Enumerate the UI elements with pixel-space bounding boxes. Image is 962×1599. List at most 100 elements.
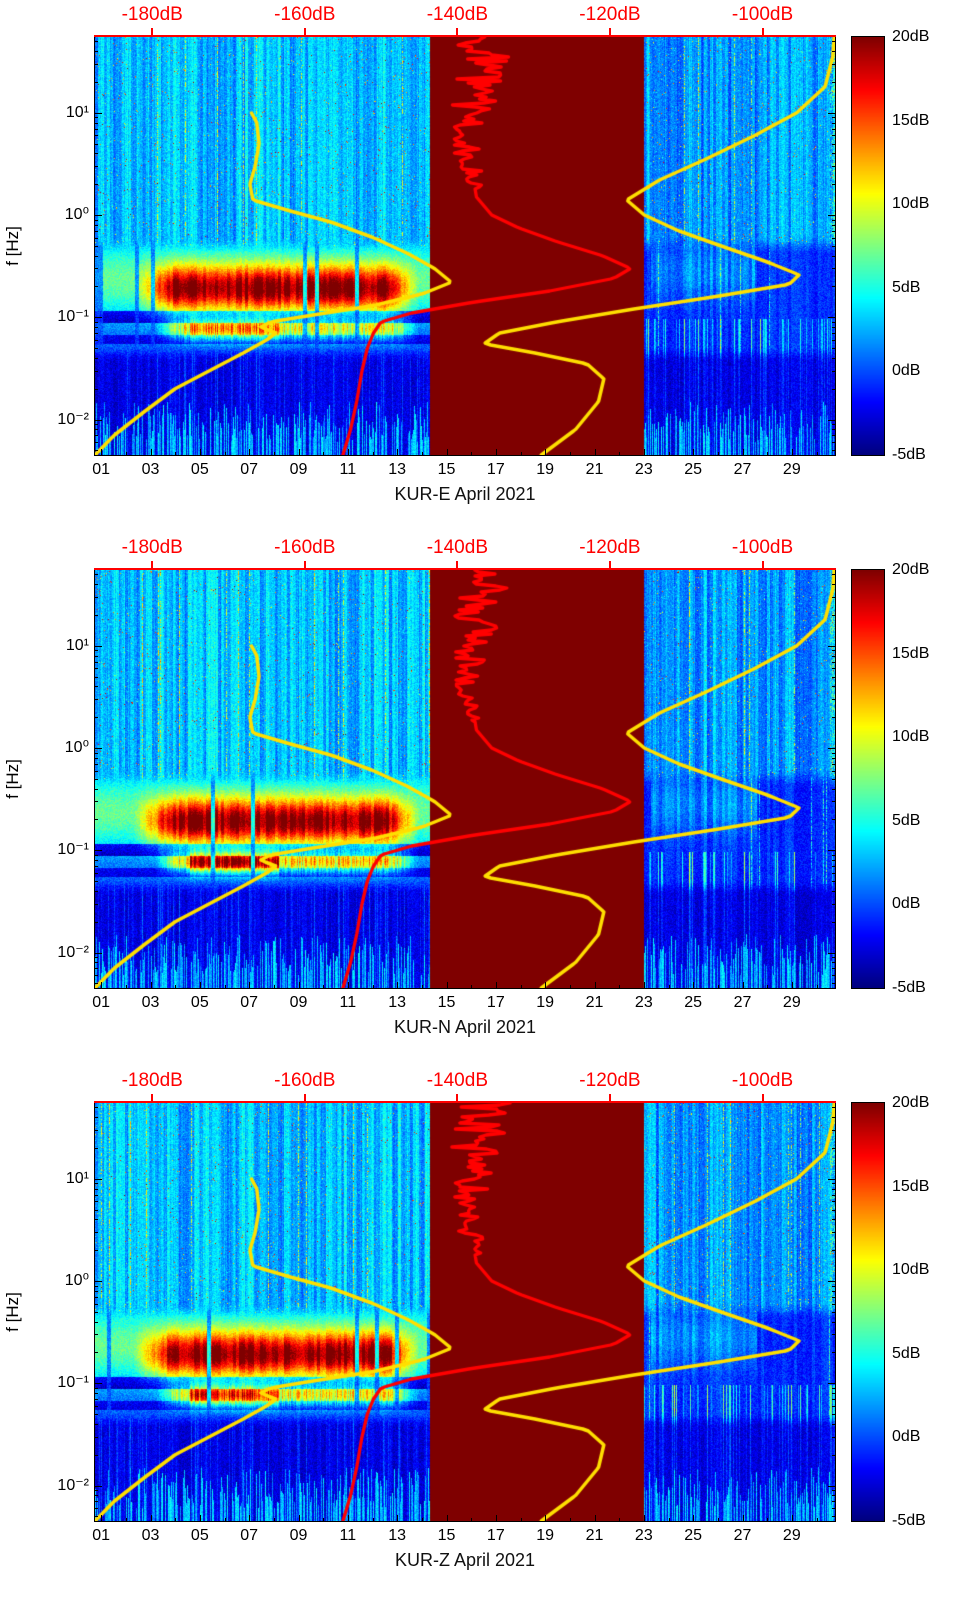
y-axis-minor-tick: [95, 881, 98, 883]
x-axis-tick: [791, 1515, 793, 1521]
top-axis-label: -160dB: [274, 1070, 336, 1091]
y-axis-minor-tick-right: [832, 854, 835, 856]
x-tick-label: 03: [141, 461, 160, 478]
x-axis-tick: [372, 452, 374, 455]
x-axis-tick: [495, 449, 497, 455]
y-axis-minor-tick: [95, 122, 98, 124]
x-axis-tick: [175, 985, 177, 988]
top-axis-tick: [303, 561, 306, 568]
panel-title: KUR-N April 2021: [393, 1017, 537, 1037]
panel-title: KUR-Z April 2021: [394, 1550, 536, 1570]
y-axis-minor-tick: [95, 135, 98, 137]
top-axis-label: -120dB: [579, 537, 641, 558]
y-axis-minor-tick: [95, 661, 98, 663]
top-axis-tick: [761, 1094, 764, 1101]
y-axis-minor-tick: [95, 903, 98, 905]
y-tick-label: 10¹: [65, 103, 89, 121]
x-axis-tick: [816, 985, 818, 988]
y-axis-minor-tick: [95, 866, 98, 868]
y-axis-minor-tick: [95, 327, 98, 329]
y-axis-minor-tick-right: [832, 1508, 835, 1510]
y-axis-minor-tick-right: [832, 890, 835, 892]
x-axis-tick: [619, 1518, 621, 1521]
y-axis-tick: [95, 952, 102, 954]
y-axis-minor-tick: [95, 921, 98, 923]
x-axis-tick: [224, 985, 226, 988]
y-axis-tick: [95, 1280, 102, 1282]
y-axis-tick-right: [828, 317, 835, 319]
x-axis-tick: [323, 985, 325, 988]
y-axis-minor-tick: [95, 333, 98, 335]
x-axis-tick: [446, 1515, 448, 1521]
x-axis-tick: [569, 452, 571, 455]
y-axis-minor-tick-right: [832, 348, 835, 350]
panel-kur-e: -180dB -160dB -140dB -120dB -100dB 01 03 05 07 09…: [0, 0, 962, 533]
spectrogram-canvas-kur-z: [95, 1103, 835, 1521]
x-tick-label: 13: [388, 461, 407, 478]
y-axis-minor-tick-right: [832, 1436, 835, 1438]
y-axis-minor-tick-right: [832, 388, 835, 390]
y-axis-minor-tick-right: [832, 763, 835, 765]
y-axis-minor-tick: [95, 1117, 98, 1119]
x-axis-tick: [298, 1515, 300, 1521]
y-tick-label: 10⁻²: [57, 410, 89, 428]
y-axis-tick: [95, 1485, 102, 1487]
colorbar: [852, 37, 884, 455]
y-axis-minor-tick-right: [832, 1454, 835, 1456]
y-axis-minor-tick: [95, 339, 98, 341]
y-axis-minor-tick-right: [832, 1321, 835, 1323]
y-axis-minor-tick: [95, 1495, 98, 1497]
y-axis-minor-tick: [95, 245, 98, 247]
y-axis-minor-tick: [95, 370, 98, 372]
y-axis-minor-tick-right: [832, 245, 835, 247]
colorbar-tick-label: -5dB: [892, 446, 926, 463]
x-tick-label: 25: [684, 461, 703, 478]
y-axis-minor-tick-right: [832, 686, 835, 688]
top-axis-tick: [151, 561, 154, 568]
y-tick-label: 10¹: [65, 1169, 89, 1187]
top-axis-label: -120dB: [579, 4, 641, 25]
y-axis-minor-tick-right: [832, 655, 835, 657]
top-axis-label: -100dB: [731, 4, 794, 25]
x-tick-label: 13: [388, 1527, 407, 1544]
y-axis-minor-tick-right: [832, 788, 835, 790]
x-axis-tick: [199, 982, 201, 988]
y-axis-minor-tick: [95, 1129, 98, 1131]
y-axis-minor-tick-right: [832, 1129, 835, 1131]
y-axis-minor-tick-right: [832, 1107, 835, 1109]
top-axis-tick: [608, 1094, 611, 1101]
colorbar-tick-label: 10dB: [892, 195, 930, 213]
y-tick-label: 10¹: [65, 636, 89, 654]
x-axis-tick: [199, 1515, 201, 1521]
top-axis-label: -100dB: [731, 537, 794, 558]
colorbar-tick-label: 10dB: [892, 1261, 930, 1279]
top-axis-label: -120dB: [579, 1070, 641, 1091]
y-axis-minor-tick: [95, 63, 98, 65]
y-axis-minor-tick-right: [832, 574, 835, 576]
colorbar-tick-label: 20dB: [892, 561, 930, 578]
y-axis-minor-tick-right: [832, 1352, 835, 1354]
x-tick-label: 25: [684, 1527, 703, 1544]
top-axis-tick: [608, 561, 611, 568]
y-axis-minor-tick-right: [832, 668, 835, 670]
x-tick-label: 27: [733, 1527, 752, 1544]
y-axis-minor-tick-right: [832, 63, 835, 65]
y-axis-tick: [95, 1383, 102, 1385]
y-axis-minor-tick-right: [832, 921, 835, 923]
y-axis-minor-tick: [95, 699, 98, 701]
y-axis-minor-tick-right: [832, 286, 835, 288]
y-axis-minor-tick-right: [832, 975, 835, 977]
x-axis-tick: [742, 1515, 744, 1521]
y-axis-minor-tick: [95, 1201, 98, 1203]
x-axis-tick: [421, 452, 423, 455]
y-axis-minor-tick: [95, 1414, 98, 1416]
y-axis-minor-tick: [95, 1311, 98, 1313]
y-axis-minor-tick: [95, 717, 98, 719]
y-axis-minor-tick-right: [832, 1188, 835, 1190]
x-tick-label: 11: [339, 461, 357, 478]
x-axis-tick: [791, 449, 793, 455]
y-axis-minor-tick-right: [832, 584, 835, 586]
x-tick-label: 07: [240, 994, 259, 1011]
y-axis-minor-tick: [95, 388, 98, 390]
